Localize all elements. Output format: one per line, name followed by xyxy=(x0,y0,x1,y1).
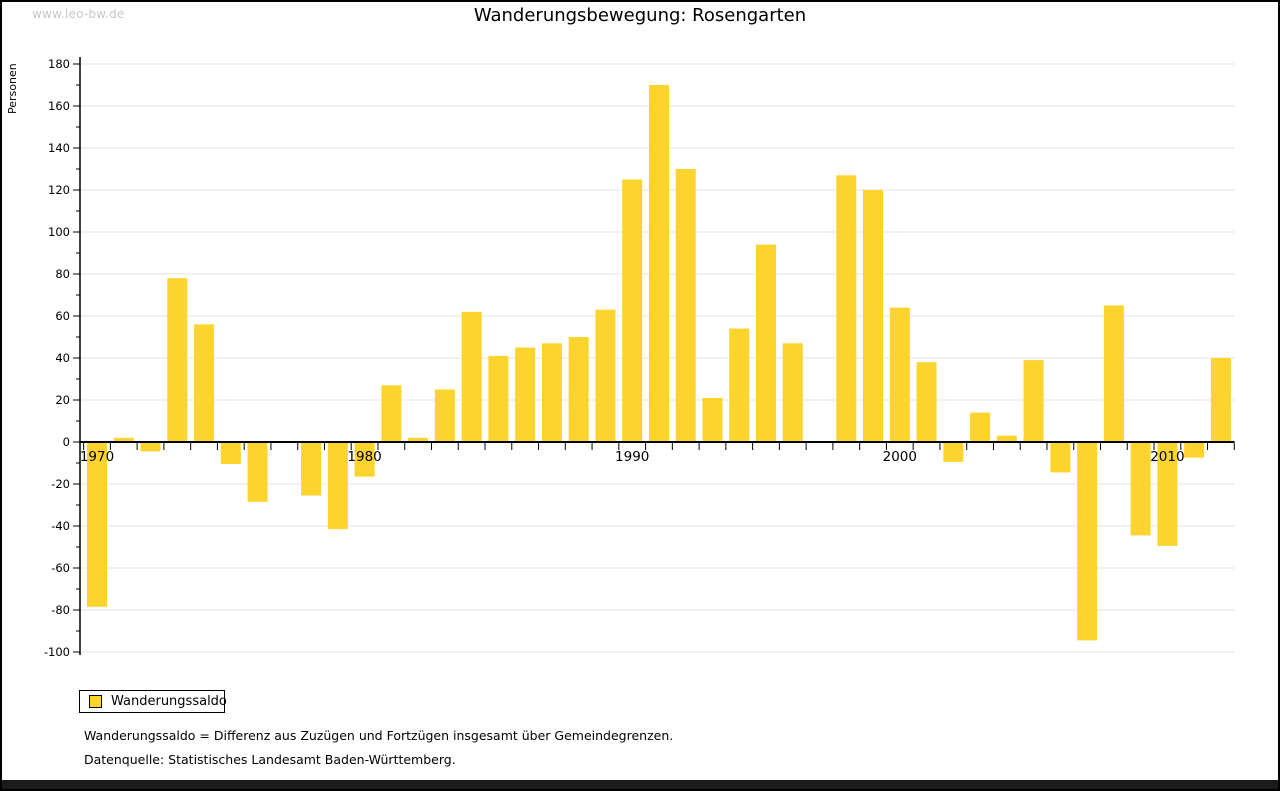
bar-1993 xyxy=(702,397,723,442)
bar-1986 xyxy=(515,347,536,442)
bar-1987 xyxy=(541,343,562,442)
bar-1978 xyxy=(301,443,322,496)
footnote-source: Datenquelle: Statistisches Landesamt Bad… xyxy=(84,752,456,767)
y-tick-label: 60 xyxy=(55,309,70,323)
y-tick-label: 0 xyxy=(63,435,70,449)
window-edge xyxy=(2,780,1278,789)
bar-1984 xyxy=(461,311,482,442)
y-tick-label: 140 xyxy=(48,141,70,155)
bar-2000 xyxy=(889,307,910,442)
bar-1979 xyxy=(327,443,348,530)
y-tick-label: 20 xyxy=(55,393,70,407)
bar-2006 xyxy=(1050,443,1071,473)
legend-label: Wanderungssaldo xyxy=(111,694,227,709)
y-tick-label: -100 xyxy=(44,645,70,659)
bar-1974 xyxy=(194,324,215,442)
bar-1983 xyxy=(434,389,455,442)
bar-2009 xyxy=(1130,443,1151,536)
bar-1973 xyxy=(167,278,188,442)
bar-1989 xyxy=(595,309,616,442)
y-tick-label: -60 xyxy=(51,561,70,575)
page-title: Wanderungsbewegung: Rosengarten xyxy=(473,5,807,26)
bar-1988 xyxy=(568,337,589,442)
y-tick-label: -40 xyxy=(51,519,70,533)
x-tick-label: 1970 xyxy=(80,449,114,465)
bar-2002 xyxy=(943,443,964,462)
x-tick-label: 2000 xyxy=(883,449,917,465)
bar-1985 xyxy=(488,355,509,442)
bar-1981 xyxy=(381,385,402,442)
bar-2004 xyxy=(996,435,1017,442)
bar-2003 xyxy=(970,412,991,442)
bar-2001 xyxy=(916,362,937,442)
bar-chart: 180 160 140 120 100 80 60 40 20 0 -20 -40 -60 -80 -100… xyxy=(44,57,1235,659)
watermark: www.leo-bw.de xyxy=(32,7,125,21)
bar-1975 xyxy=(220,443,241,464)
bar-1991 xyxy=(648,85,669,442)
y-tick-label: 160 xyxy=(48,99,70,113)
bar-1998 xyxy=(836,175,857,443)
y-tick-label: 120 xyxy=(48,183,70,197)
bar-1970 xyxy=(87,443,107,607)
bar-1996 xyxy=(782,343,803,442)
bar-1972 xyxy=(140,443,161,452)
x-tick-label: 1980 xyxy=(347,449,381,465)
bar-1992 xyxy=(675,169,696,442)
y-tick-label: -20 xyxy=(51,477,70,491)
bar-2007 xyxy=(1077,443,1098,641)
bar-1995 xyxy=(756,244,776,442)
y-tick-label: -80 xyxy=(51,603,70,617)
x-tick-label: 1990 xyxy=(615,449,649,465)
legend-swatch-icon xyxy=(89,695,102,708)
bar-2005 xyxy=(1023,360,1044,442)
y-tick-label: 180 xyxy=(48,57,70,71)
bar-1994 xyxy=(729,328,750,442)
y-tick-label: 80 xyxy=(55,267,70,281)
bar-2010 xyxy=(1157,443,1178,546)
bar-1980 xyxy=(354,443,375,477)
bar-1982 xyxy=(408,437,429,442)
bar-1999 xyxy=(863,190,884,442)
bar-1976 xyxy=(247,443,268,502)
x-tick-label: 2010 xyxy=(1150,449,1184,465)
bar-1971 xyxy=(113,437,134,442)
bar-2008 xyxy=(1103,305,1124,442)
legend: Wanderungssaldo xyxy=(79,690,227,713)
y-tick-label: 40 xyxy=(55,351,70,365)
bar-2012 xyxy=(1210,358,1231,442)
bar-2011 xyxy=(1184,443,1205,458)
y-tick-label: 100 xyxy=(48,225,70,239)
footnote-definition: Wanderungssaldo = Differenz aus Zuzügen … xyxy=(84,728,674,743)
bar-1990 xyxy=(622,179,643,442)
